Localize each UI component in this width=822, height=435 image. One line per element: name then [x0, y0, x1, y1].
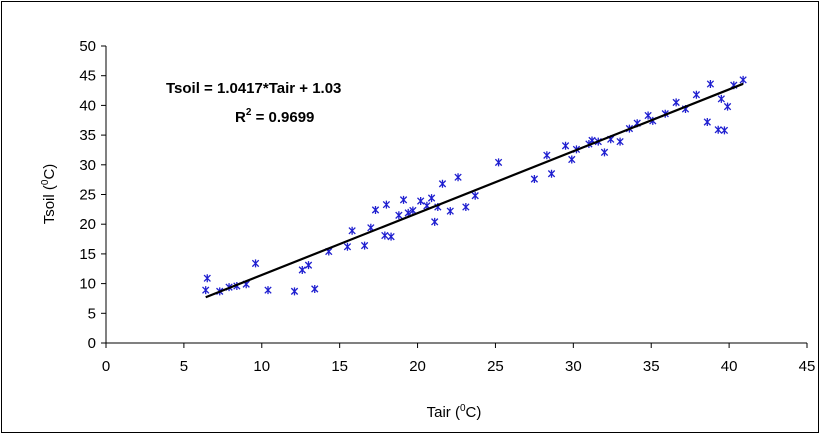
x-tick-label: 0	[102, 358, 110, 375]
data-point	[494, 158, 503, 167]
x-tick-label: 45	[799, 358, 816, 375]
data-point	[417, 197, 425, 206]
x-tick-label: 25	[487, 358, 504, 375]
data-point	[739, 75, 747, 84]
data-point	[561, 141, 570, 150]
y-tick-label: 50	[79, 38, 96, 55]
data-point	[311, 284, 319, 293]
data-point	[381, 231, 389, 240]
data-point	[382, 200, 391, 209]
data-point	[568, 155, 576, 164]
data-point	[360, 241, 369, 250]
data-point	[298, 265, 306, 274]
data-point	[348, 226, 356, 235]
y-tick-label: 45	[79, 68, 96, 85]
x-tick-label: 15	[331, 358, 348, 375]
trendline-group	[205, 82, 744, 299]
y-tick-label: 15	[79, 246, 96, 263]
data-point	[438, 179, 447, 188]
trendline	[205, 82, 744, 299]
x-axis-title: Tair (0C)	[427, 403, 482, 421]
data-point	[471, 191, 479, 200]
data-point	[203, 274, 211, 283]
data-point	[431, 217, 439, 226]
data-point	[462, 202, 470, 211]
data-point	[692, 90, 701, 99]
y-axis-title: Tsoil (0C)	[40, 164, 58, 225]
y-tick-label: 0	[88, 335, 96, 352]
x-tick-label: 10	[253, 358, 270, 375]
x-tick-label: 30	[565, 358, 582, 375]
x-tick-label: 5	[180, 358, 188, 375]
data-point	[706, 80, 715, 89]
x-tick-label: 40	[721, 358, 738, 375]
data-point	[343, 242, 352, 251]
y-tick-label: 5	[88, 305, 96, 322]
x-tick-label: 20	[409, 358, 426, 375]
data-point	[723, 102, 732, 111]
y-tick-label: 20	[79, 216, 96, 233]
y-tick-label: 10	[79, 276, 96, 293]
data-point	[714, 125, 722, 134]
data-point	[251, 259, 260, 268]
data-point	[543, 151, 551, 160]
x-axis-ticks: 0 5 10 15 20 25 30 35 40 45	[102, 343, 816, 375]
data-point	[717, 94, 725, 103]
data-point	[427, 194, 436, 203]
data-point	[371, 205, 380, 214]
data-point	[600, 148, 609, 157]
y-tick-label: 25	[79, 187, 96, 204]
data-point	[290, 287, 299, 296]
r-squared-label: R2 = 0.9699	[235, 107, 314, 126]
data-point	[399, 195, 408, 204]
data-point	[446, 207, 454, 216]
data-point	[547, 169, 556, 178]
y-axis-ticks: 0 5 10 15 20 25 30 35 40 45 50	[79, 38, 106, 352]
data-point	[304, 261, 313, 270]
regression-equation: Tsoil = 1.0417*Tair + 1.03	[166, 80, 341, 97]
data-point	[720, 126, 729, 135]
y-tick-label: 35	[79, 127, 96, 144]
data-point	[454, 173, 462, 182]
data-point	[387, 232, 395, 241]
data-point	[616, 137, 624, 146]
y-tick-label: 40	[79, 97, 96, 114]
x-tick-label: 35	[643, 358, 660, 375]
data-point	[264, 286, 272, 295]
data-point	[409, 206, 417, 215]
data-point	[202, 286, 210, 295]
data-point	[672, 98, 680, 107]
data-point	[703, 118, 711, 127]
data-point	[395, 211, 403, 220]
y-tick-label: 30	[79, 157, 96, 174]
data-point	[530, 175, 539, 184]
